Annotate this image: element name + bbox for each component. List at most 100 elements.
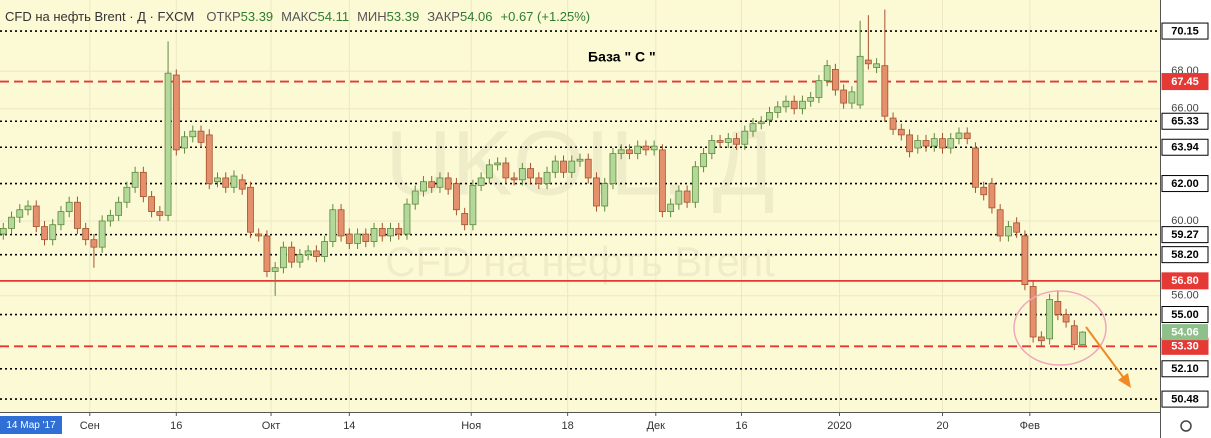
candle-body — [576, 158, 584, 162]
trend-arrow — [1085, 326, 1127, 382]
level-label: 58.20 — [1171, 249, 1199, 261]
candle-body — [485, 164, 493, 179]
candle-body — [189, 130, 197, 138]
candle-body — [329, 209, 337, 242]
candle-body — [930, 138, 938, 147]
candle-body — [922, 140, 930, 147]
candle-body — [403, 203, 411, 235]
candle-body — [131, 171, 139, 188]
candle-body — [271, 267, 279, 272]
candle-body — [222, 177, 230, 188]
candle-body — [518, 168, 526, 181]
x-tick-label: 18 — [562, 420, 574, 432]
candle-body — [378, 228, 386, 237]
candle-body — [304, 250, 312, 256]
candle-body — [436, 177, 444, 188]
level-label-box — [1161, 22, 1209, 40]
candle-body — [461, 213, 469, 226]
candle-body — [123, 186, 131, 203]
candle-body — [889, 117, 897, 130]
candle-body — [1062, 314, 1070, 323]
candle-body — [823, 65, 831, 82]
candle-body — [1005, 226, 1012, 237]
level-label-box — [1161, 246, 1209, 264]
candle-body — [205, 134, 213, 184]
candle-body — [263, 235, 271, 272]
x-tick-label: 20 — [936, 420, 948, 432]
candle-body — [90, 239, 98, 248]
candle-body — [749, 123, 757, 132]
candle-body — [840, 89, 848, 104]
candle-body — [57, 211, 65, 226]
candle-body — [1070, 325, 1078, 345]
candle-body — [799, 100, 806, 110]
candle-body — [65, 201, 73, 213]
low-label: МИН — [357, 9, 387, 24]
candle-body — [312, 250, 320, 257]
level-label-box — [1161, 112, 1209, 130]
candle-body — [856, 55, 864, 106]
candle-body — [0, 228, 7, 235]
level-label: 56.80 — [1171, 275, 1199, 287]
level-label-box — [1161, 138, 1209, 156]
candle-body — [8, 216, 15, 229]
candle-body — [41, 226, 48, 241]
candle-body — [881, 65, 889, 117]
candle-body — [947, 138, 955, 149]
candle-body — [354, 233, 361, 244]
level-label: 63.94 — [1171, 142, 1199, 154]
candle-body — [230, 175, 238, 188]
candle-body — [181, 136, 188, 149]
candle-body — [560, 160, 567, 173]
level-label-box — [1161, 226, 1209, 244]
candle-body — [527, 168, 534, 179]
candle-body — [156, 211, 164, 216]
candle-body — [98, 220, 106, 248]
candle-body — [296, 254, 304, 263]
candle-body — [658, 149, 666, 213]
x-tick-label: Окт — [262, 420, 281, 432]
candle-body — [691, 166, 699, 203]
y-tick-label: 56.00 — [1171, 290, 1199, 302]
level-label-box — [1161, 306, 1209, 324]
candle-body — [411, 190, 419, 205]
candle-body — [757, 121, 765, 125]
candle-body — [1079, 331, 1086, 346]
candle-body — [650, 145, 658, 151]
candle-body — [420, 181, 427, 192]
level-label: 65.33 — [1171, 116, 1199, 128]
candle-body — [626, 149, 633, 155]
high-label: МАКС — [281, 9, 317, 24]
low-value: 53.39 — [387, 9, 420, 24]
open-label: ОТКР — [206, 9, 240, 24]
candle-body — [543, 171, 551, 184]
candle-body — [197, 130, 205, 143]
candle-body — [955, 132, 963, 140]
candle-body — [469, 185, 477, 226]
candle-body — [428, 181, 436, 188]
last-price-box — [1162, 324, 1208, 341]
crosshair-label: 14 Мар '17 — [6, 420, 56, 431]
candle-body — [708, 140, 716, 155]
x-tick-label: 16 — [170, 420, 182, 432]
candle-body — [897, 128, 905, 136]
candle-body — [667, 203, 675, 213]
annotation: База " С " — [588, 49, 656, 65]
symbol: CFD на нефть Brent · Д · FXCM — [5, 9, 194, 24]
watermark: CFD на нефть Brent — [385, 238, 775, 285]
close-value: 54.06 — [460, 9, 493, 24]
level-label-box — [1161, 73, 1209, 91]
candle-body — [1029, 286, 1037, 338]
candle-body — [321, 241, 329, 257]
header: CFD на нефть Brent · Д · FXCM ОТКР 53.39 МА… — [5, 9, 590, 24]
candle-body — [724, 138, 732, 143]
candle-body — [988, 183, 996, 209]
settings-icon[interactable] — [1180, 420, 1192, 432]
candle-body — [972, 147, 979, 188]
candle-body — [255, 233, 263, 237]
candle-body — [551, 160, 559, 173]
candle-body — [609, 153, 617, 184]
candle-body — [807, 97, 815, 102]
